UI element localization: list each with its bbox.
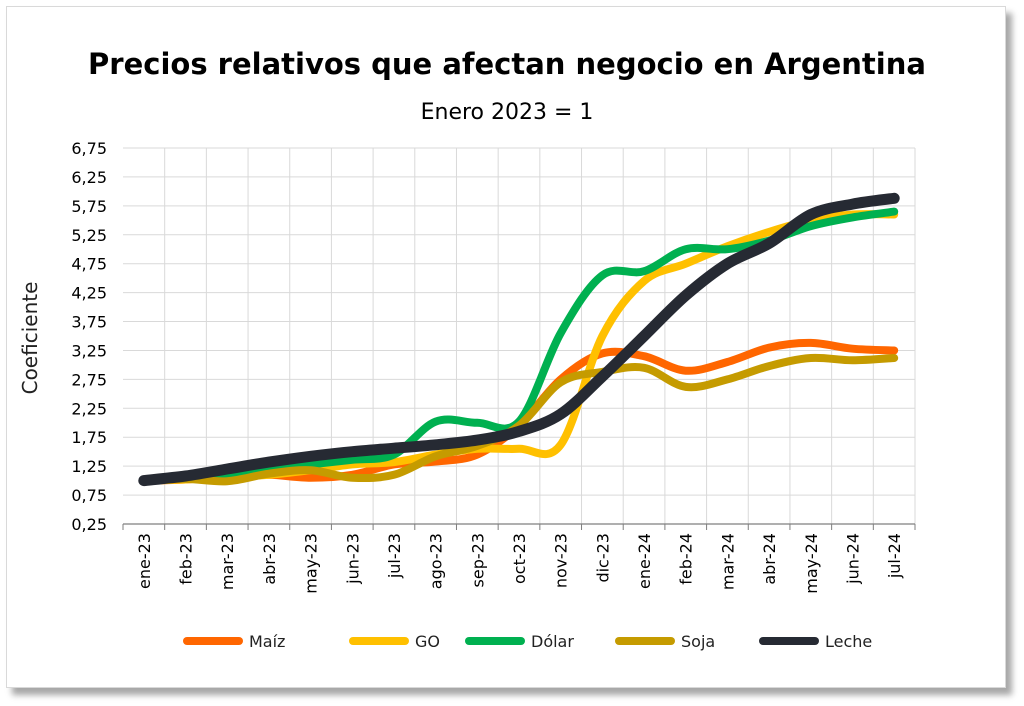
x-tick-label: mar-23 (218, 533, 237, 590)
legend-label-2: Dólar (531, 632, 574, 651)
x-tick-label: abr-24 (760, 533, 779, 585)
x-tick-label: nov-23 (552, 533, 571, 588)
y-tick-label: 1,75 (71, 428, 107, 447)
series-lines (138, 192, 900, 487)
y-tick-label: 3,25 (71, 341, 107, 360)
x-tick-label: abr-23 (260, 533, 279, 585)
series-line-4 (138, 192, 900, 487)
y-tick-label: 4,25 (71, 284, 107, 303)
y-tick-label: 0,75 (71, 486, 107, 505)
legend-label-3: Soja (681, 632, 715, 651)
x-tick-label: jun-24 (843, 533, 862, 585)
y-tick-label: 1,25 (71, 457, 107, 476)
y-axis-label: Coeficiente (18, 282, 42, 395)
y-tick-label: 5,75 (71, 197, 107, 216)
y-tick-label: 4,75 (71, 255, 107, 274)
chart: Precios relativos que afectan negocio en… (18, 47, 926, 651)
chart-title: Precios relativos que afectan negocio en… (88, 47, 926, 81)
y-tick-label: 2,25 (71, 399, 107, 418)
x-tick-label: may-24 (802, 533, 821, 594)
x-tick-label: mar-24 (718, 533, 737, 590)
x-tick-label: dic-23 (593, 533, 612, 583)
chart-subtitle: Enero 2023 = 1 (421, 100, 594, 125)
x-tick-label: feb-23 (177, 533, 196, 585)
y-tick-label: 3,75 (71, 313, 107, 332)
gridlines (123, 147, 916, 524)
x-axis: ene-23 feb-23 mar-23 abr-23 may-23 jun-23 jul-… (122, 523, 916, 594)
x-tick-label: jun-23 (343, 533, 362, 585)
y-tick-label: 5,25 (71, 226, 107, 245)
x-tick-label: feb-24 (677, 533, 696, 585)
legend-label-1: GO (415, 632, 440, 651)
x-tick-label: may-23 (302, 533, 321, 594)
y-tick-label: 6,25 (71, 168, 107, 187)
y-tick-label: 0,25 (71, 515, 107, 534)
legend-label-0: Maíz (249, 632, 285, 651)
chart-card: Precios relativos que afectan negocio en… (6, 6, 1006, 688)
y-axis-ticks: 0,25 0,75 1,25 1,75 2,25 2,75 3,25 3,75 4,25 4,75… (71, 139, 107, 534)
x-tick-label: ago-23 (427, 533, 446, 589)
x-tick-label: jul-23 (385, 533, 404, 579)
x-tick-label: sep-23 (468, 533, 487, 587)
x-tick-label: jul-24 (885, 533, 904, 579)
x-tick-label: ene-23 (135, 533, 154, 589)
y-tick-label: 2,75 (71, 370, 107, 389)
x-tick-label: ene-24 (635, 533, 654, 589)
legend-label-4: Leche (825, 632, 872, 651)
legend: Maíz GO Dólar Soja Leche (183, 632, 872, 651)
y-tick-label: 6,75 (71, 139, 107, 158)
x-tick-label: oct-23 (510, 533, 529, 584)
